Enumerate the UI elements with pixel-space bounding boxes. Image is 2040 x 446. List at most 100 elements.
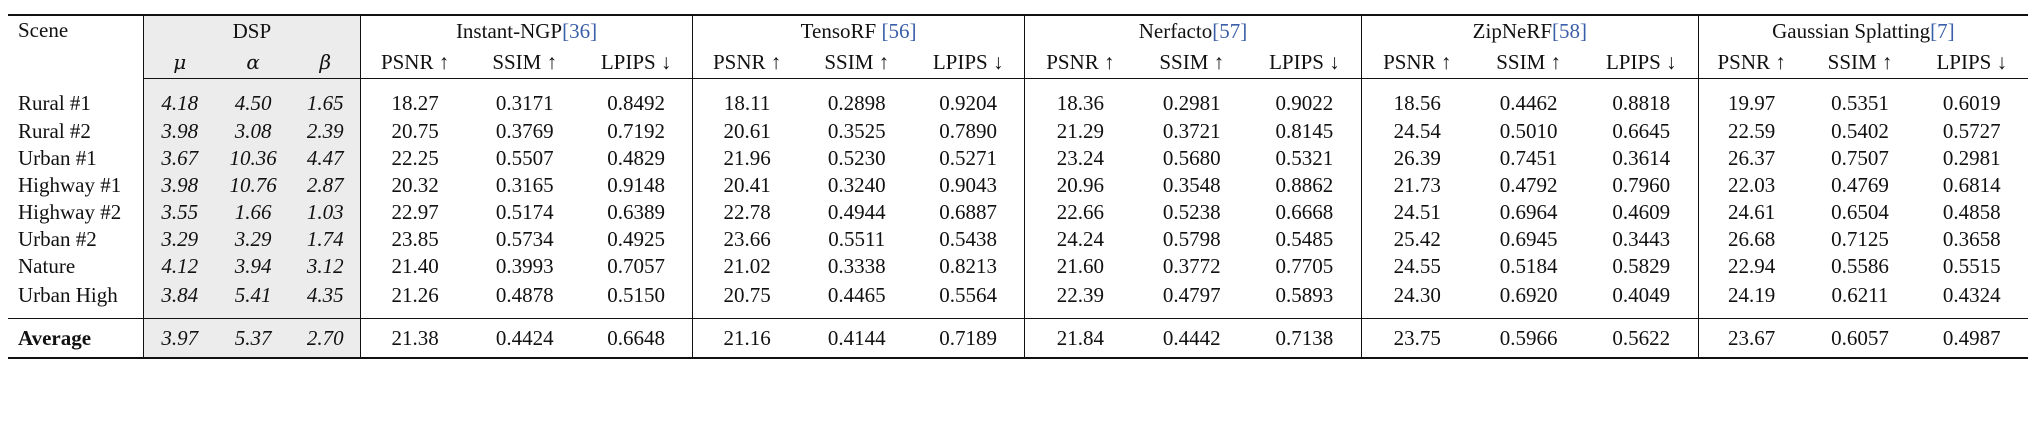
metric-header-psnr: PSNR ↑ <box>692 46 802 79</box>
metric-header-ssim: SSIM ↑ <box>1804 46 1916 79</box>
dsp-mu-cell: 3.97 <box>142 318 216 359</box>
psnr-cell: 18.27 <box>360 78 470 118</box>
citation: [7] <box>1930 18 1955 43</box>
ssim-cell: 0.6504 <box>1831 200 1889 224</box>
psnr-cell: 23.24 <box>1024 145 1136 172</box>
dsp-alpha-cell: 4.50 <box>215 78 291 118</box>
lpips-cell: 0.4829 <box>607 146 666 170</box>
psnr-cell: 25.42 <box>1360 226 1473 253</box>
citation: [57] <box>1212 18 1248 43</box>
lpips-cell: 0.4925 <box>607 227 666 251</box>
ssim-cell: 0.5184 <box>1499 254 1558 278</box>
lpips-cell: 0.8818 <box>1612 91 1671 115</box>
dsp-mu-cell: 3.55 <box>142 199 216 226</box>
header-row-metrics: μ α β PSNR ↑ SSIM ↑ LPIPS ↓ PSNR ↑ SSIM … <box>8 46 2028 79</box>
metric-header-lpips: LPIPS ↓ <box>1247 46 1362 79</box>
dsp-alpha-cell: 3.29 <box>215 226 291 253</box>
lpips-cell: 0.4987 <box>1915 318 2028 359</box>
ssim-cell: 0.4797 <box>1162 282 1221 307</box>
table-row: Rural #2 3.98 3.08 2.39 20.75 0.3769 0.7192 20.… <box>8 118 2028 145</box>
dsp-alpha-header: α <box>215 46 291 79</box>
psnr-cell: 24.54 <box>1360 118 1473 145</box>
lpips-cell: 0.6645 <box>1612 119 1671 143</box>
dsp-beta-cell: 1.65 <box>290 78 361 118</box>
metric-header-psnr: PSNR ↑ <box>360 46 470 79</box>
lpips-cell: 0.9148 <box>607 173 666 197</box>
ssim-cell: 0.7125 <box>1831 227 1889 251</box>
scene-name: Rural #2 <box>18 119 91 143</box>
method-header-gaussian-splatting: Gaussian Splatting[7] <box>1697 14 2028 46</box>
psnr-cell: 23.66 <box>692 226 802 253</box>
lpips-cell: 0.4324 <box>1942 282 2001 307</box>
table-row: Highway #1 3.98 10.76 2.87 20.32 0.3165 0.9148… <box>8 172 2028 199</box>
lpips-cell: 0.5321 <box>1275 146 1334 170</box>
dsp-mu-cell: 3.84 <box>142 280 216 319</box>
lpips-cell: 0.5829 <box>1612 254 1671 278</box>
lpips-cell: 0.7705 <box>1275 254 1334 278</box>
table-row: Urban High 3.84 5.41 4.35 21.26 0.4878 0.5150 2… <box>8 280 2028 319</box>
psnr-cell: 23.75 <box>1360 318 1473 359</box>
psnr-cell: 22.97 <box>360 199 470 226</box>
psnr-cell: 22.59 <box>1697 118 1805 145</box>
dsp-mu-cell: 3.98 <box>142 118 216 145</box>
ssim-cell: 0.3338 <box>827 254 886 278</box>
scene-name: Average <box>8 318 144 359</box>
ssim-cell: 0.4424 <box>469 318 581 359</box>
scene-name: Urban High <box>18 282 118 307</box>
lpips-cell: 0.7057 <box>607 254 666 278</box>
psnr-cell: 20.41 <box>692 172 802 199</box>
ssim-cell: 0.3772 <box>1162 254 1221 278</box>
psnr-cell: 20.96 <box>1024 172 1136 199</box>
psnr-cell: 20.75 <box>360 118 470 145</box>
psnr-cell: 22.66 <box>1024 199 1136 226</box>
scene-name: Urban #2 <box>18 227 97 251</box>
scene-name: Urban #1 <box>18 146 97 170</box>
lpips-cell: 0.5271 <box>939 146 998 170</box>
metric-header-lpips: LPIPS ↓ <box>580 46 693 79</box>
lpips-cell: 0.6389 <box>607 200 666 224</box>
dsp-beta-cell: 4.35 <box>290 280 361 319</box>
lpips-cell: 0.8145 <box>1275 119 1334 143</box>
ssim-cell: 0.4462 <box>1499 91 1558 115</box>
lpips-cell: 0.5438 <box>939 227 998 251</box>
lpips-cell: 0.4609 <box>1612 200 1671 224</box>
table-row: Nature 4.12 3.94 3.12 21.40 0.3993 0.7057 21.02… <box>8 253 2028 280</box>
psnr-cell: 21.84 <box>1024 318 1136 359</box>
ssim-cell: 0.5402 <box>1831 119 1889 143</box>
lpips-cell: 0.7192 <box>607 119 666 143</box>
ssim-cell: 0.7507 <box>1831 146 1889 170</box>
psnr-cell: 24.19 <box>1697 280 1805 319</box>
psnr-cell: 20.32 <box>360 172 470 199</box>
lpips-cell: 0.9204 <box>939 91 998 115</box>
ssim-cell: 0.5680 <box>1162 146 1221 170</box>
dsp-beta-cell: 2.39 <box>290 118 361 145</box>
dsp-mu-cell: 4.18 <box>142 78 216 118</box>
dsp-mu-cell: 4.12 <box>142 253 216 280</box>
ssim-cell: 0.3165 <box>495 173 554 197</box>
lpips-cell: 0.3443 <box>1612 227 1671 251</box>
psnr-cell: 20.61 <box>692 118 802 145</box>
dsp-mu-cell: 3.29 <box>142 226 216 253</box>
metric-header-psnr: PSNR ↑ <box>1024 46 1136 79</box>
citation: [56] <box>881 18 917 43</box>
lpips-cell: 0.6668 <box>1275 200 1334 224</box>
ssim-cell: 0.4144 <box>801 318 913 359</box>
dsp-beta-cell: 2.70 <box>290 318 361 359</box>
dsp-beta-cell: 1.03 <box>290 199 361 226</box>
ssim-cell: 0.7451 <box>1499 146 1558 170</box>
dsp-beta-cell: 3.12 <box>290 253 361 280</box>
psnr-cell: 22.25 <box>360 145 470 172</box>
ssim-cell: 0.4944 <box>827 200 886 224</box>
metric-header-ssim: SSIM ↑ <box>801 46 913 79</box>
ssim-cell: 0.6920 <box>1499 282 1558 307</box>
dsp-mu-cell: 3.67 <box>142 145 216 172</box>
dsp-alpha-cell: 5.41 <box>215 280 291 319</box>
ssim-cell: 0.5230 <box>827 146 886 170</box>
lpips-cell: 0.8213 <box>939 254 998 278</box>
lpips-cell: 0.2981 <box>1942 146 2001 170</box>
lpips-cell: 0.9022 <box>1275 91 1334 115</box>
lpips-cell: 0.6019 <box>1942 91 2001 115</box>
metric-header-ssim: SSIM ↑ <box>1472 46 1585 79</box>
metric-header-ssim: SSIM ↑ <box>1135 46 1248 79</box>
